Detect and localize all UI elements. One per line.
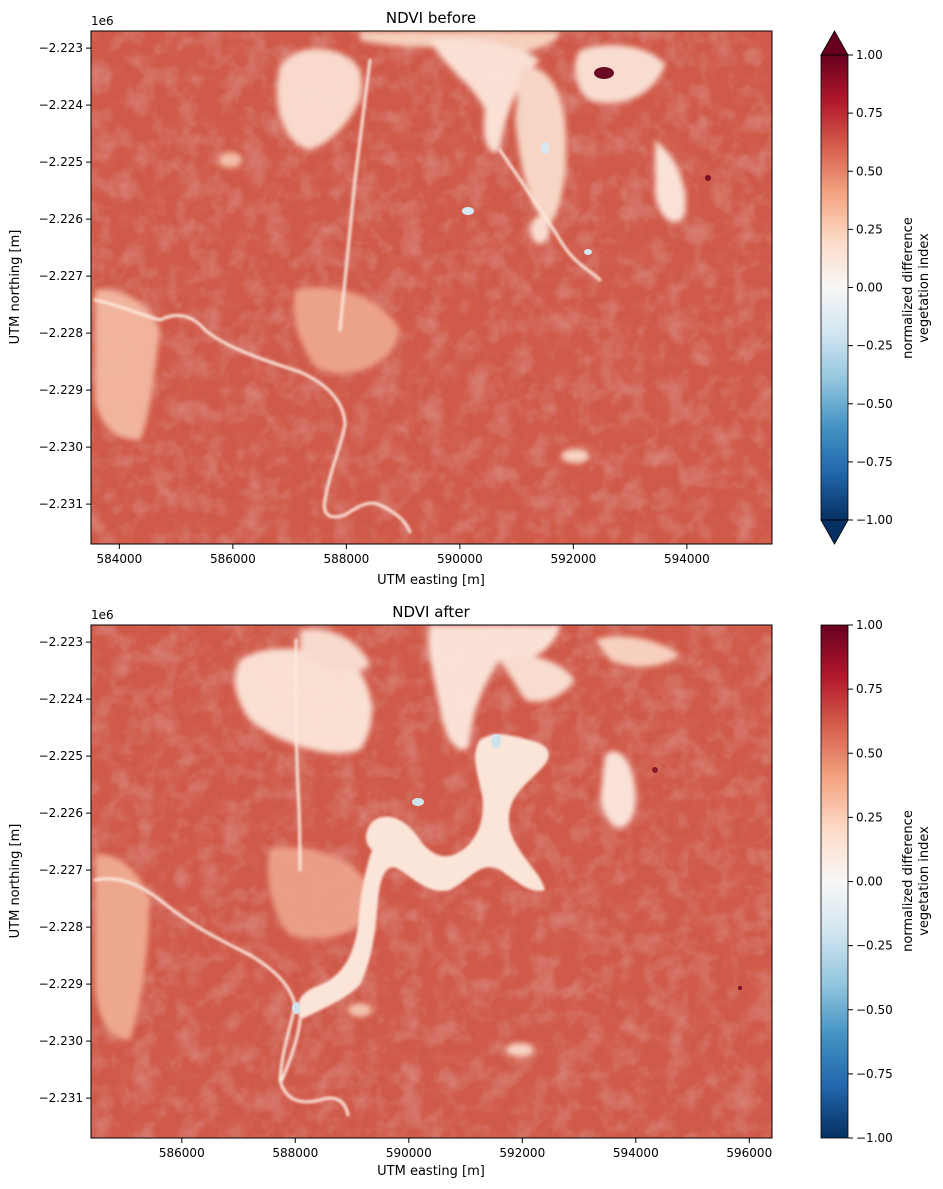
panel-after: NDVI after 1e6 UTM easting [m] UTM north… [8, 603, 932, 1179]
x-tick-label: 588000 [323, 552, 369, 566]
colorbar-label-after-line2: vegetation index [917, 826, 932, 936]
colorbar-extend-min-before [820, 519, 849, 545]
y-tick-label: −2.225 [39, 749, 83, 763]
y-tick-label: −2.230 [39, 440, 83, 454]
colorbar-tick-label: 0.75 [856, 106, 883, 120]
colorbar-extend-max-before [820, 30, 849, 56]
y-ticks-after: −2.223 −2.224 −2.225 −2.226 −2.227 −2.228 −2.2… [39, 635, 91, 1105]
y-tick-label: −2.229 [39, 977, 83, 991]
colorbar-tick-label: 0.50 [856, 164, 883, 178]
axes-frame-after [90, 624, 773, 1139]
colorbar-tick-label: −0.50 [856, 1003, 893, 1017]
x-tick-label: 586000 [159, 1146, 205, 1160]
y-tick-label: −2.225 [39, 155, 83, 169]
colorbar-tick-label: −1.00 [856, 513, 893, 527]
colorbar-tick-label: −0.25 [856, 939, 893, 953]
x-axis-label-after: UTM easting [m] [377, 1164, 485, 1179]
colorbar-tick-label: −0.50 [856, 397, 893, 411]
y-ticks-before: −2.223 −2.224 −2.225 −2.226 −2.227 −2.228 −2.2… [39, 41, 91, 511]
x-tick-label: 586000 [210, 552, 256, 566]
colorbar-before: 1.00 0.75 0.50 0.25 0.00 −0.25 −0.50 −0.75 −1.00… [820, 30, 932, 545]
colorbar-tick-label: −0.75 [856, 1067, 893, 1081]
y-tick-label: −2.231 [39, 1091, 83, 1105]
colorbar-label-before-line1: normalized difference [901, 217, 916, 359]
chart-title-after: NDVI after [392, 603, 470, 621]
colorbar-gradient-after [821, 625, 848, 1138]
colorbar-ticks-after: 1.00 0.75 0.50 0.25 0.00 −0.25 −0.50 −0.75 −1.00 [848, 618, 893, 1145]
y-offset-label-after: 1e6 [91, 608, 114, 622]
x-tick-label: 588000 [272, 1146, 318, 1160]
panel-before: NDVI before 1e6 UTM easting [m] UTM nort… [8, 9, 932, 588]
x-tick-label: 590000 [386, 1146, 432, 1160]
y-tick-label: −2.228 [39, 326, 83, 340]
axes-frame-before [90, 30, 773, 545]
y-tick-label: −2.231 [39, 497, 83, 511]
y-tick-label: −2.228 [39, 920, 83, 934]
x-tick-label: 592000 [499, 1146, 545, 1160]
colorbar-tick-label: −0.25 [856, 339, 893, 353]
colorbar-tick-label: 0.25 [856, 810, 883, 824]
y-axis-label-after: UTM northing [m] [8, 824, 23, 939]
y-axis-label-before: UTM northing [m] [8, 230, 23, 345]
colorbar-tick-label: 0.75 [856, 682, 883, 696]
chart-title-before: NDVI before [386, 9, 476, 27]
colorbar-tick-label: 0.00 [856, 281, 883, 295]
y-tick-label: −2.230 [39, 1034, 83, 1048]
y-tick-label: −2.229 [39, 383, 83, 397]
x-tick-label: 592000 [550, 552, 596, 566]
y-tick-label: −2.223 [39, 41, 83, 55]
colorbar-label-before-line2: vegetation index [917, 233, 932, 343]
ndvi-before-raster [91, 31, 772, 544]
colorbar-label-after-line1: normalized difference [901, 810, 916, 952]
x-tick-label: 590000 [437, 552, 483, 566]
y-tick-label: −2.224 [39, 98, 83, 112]
x-ticks-before: 584000 586000 588000 590000 592000 594000 [96, 544, 710, 566]
x-tick-label: 594000 [664, 552, 710, 566]
colorbar-ticks-before: 1.00 0.75 0.50 0.25 0.00 −0.25 −0.50 −0.75 −1.00 [848, 48, 893, 527]
y-tick-label: −2.227 [39, 269, 83, 283]
ndvi-after-raster [91, 625, 772, 1138]
colorbar-gradient-before [821, 55, 848, 520]
x-tick-label: 584000 [96, 552, 142, 566]
x-ticks-after: 586000 588000 590000 592000 594000 596000 [159, 1138, 772, 1160]
colorbar-tick-label: −0.75 [856, 455, 893, 469]
y-tick-label: −2.227 [39, 863, 83, 877]
colorbar-tick-label: 1.00 [856, 48, 883, 62]
x-axis-label-before: UTM easting [m] [377, 573, 485, 588]
colorbar-tick-label: 0.00 [856, 875, 883, 889]
y-tick-label: −2.223 [39, 635, 83, 649]
y-tick-label: −2.224 [39, 692, 83, 706]
x-tick-label: 596000 [726, 1146, 772, 1160]
colorbar-tick-label: 1.00 [856, 618, 883, 632]
y-tick-label: −2.226 [39, 212, 83, 226]
colorbar-tick-label: −1.00 [856, 1131, 893, 1145]
y-offset-label-before: 1e6 [91, 14, 114, 28]
colorbar-tick-label: 0.50 [856, 746, 883, 760]
x-tick-label: 594000 [613, 1146, 659, 1160]
y-tick-label: −2.226 [39, 806, 83, 820]
colorbar-after: 1.00 0.75 0.50 0.25 0.00 −0.25 −0.50 −0.75 −1.00… [820, 618, 932, 1145]
colorbar-tick-label: 0.25 [856, 222, 883, 236]
